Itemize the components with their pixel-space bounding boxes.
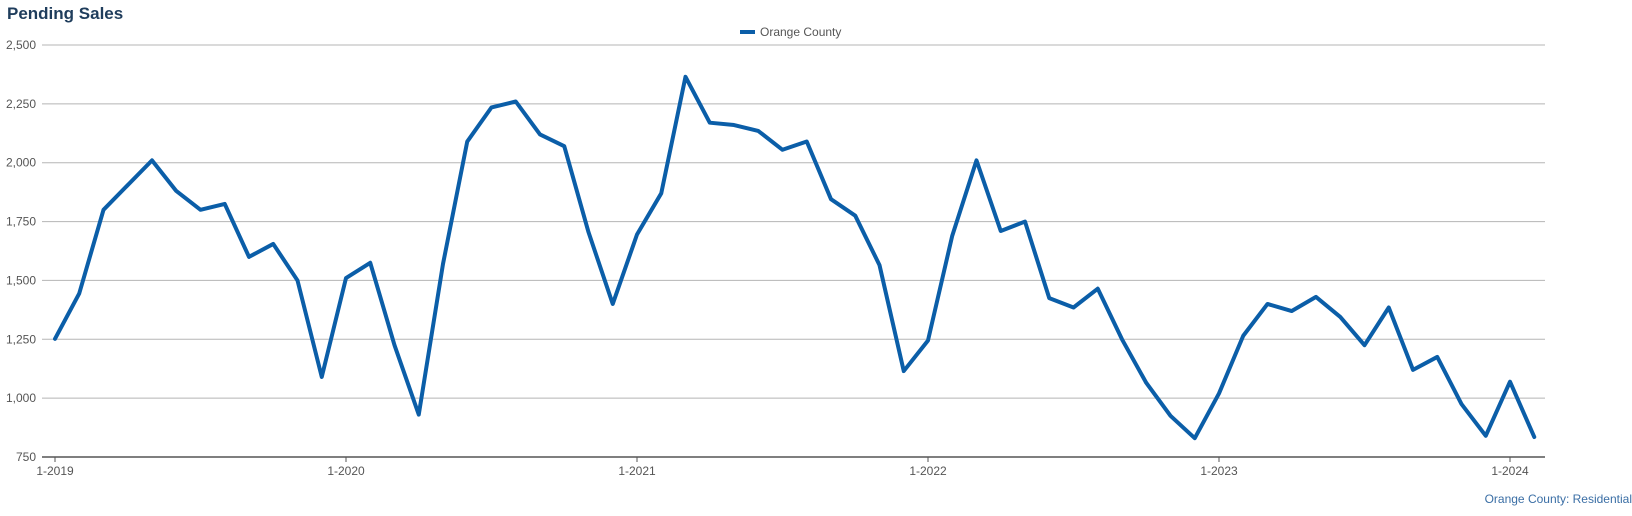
y-tick-labels: 750 1,000 1,250 1,500 1,750 2,000 2,250 2,500 <box>6 38 36 464</box>
legend-label[interactable]: Orange County <box>760 25 841 39</box>
y-tick-label: 2,500 <box>6 38 36 52</box>
axes <box>42 456 1545 462</box>
footer-source-label: Orange County: Residential <box>1484 492 1632 506</box>
y-tick-label: 1,250 <box>6 332 36 346</box>
x-tick-label: 1-2021 <box>618 464 656 478</box>
series-lines <box>53 74 1537 441</box>
legend[interactable]: Orange County <box>740 25 841 39</box>
x-tick-labels: 1-2019 1-2020 1-2021 1-2022 1-2023 1-2024 <box>36 464 1529 478</box>
y-tick-label: 2,000 <box>6 156 36 170</box>
legend-swatch <box>740 30 755 34</box>
y-tick-label: 1,000 <box>6 391 36 405</box>
y-tick-label: 2,250 <box>6 97 36 111</box>
chart-title: Pending Sales <box>7 4 124 23</box>
x-tick-label: 1-2023 <box>1200 464 1238 478</box>
x-tick-label: 1-2019 <box>36 464 74 478</box>
series-line-orange-county <box>53 74 1537 441</box>
y-tick-label: 750 <box>16 450 36 464</box>
x-tick-label: 1-2020 <box>327 464 365 478</box>
x-tick-label: 1-2022 <box>909 464 947 478</box>
x-tick-label: 1-2024 <box>1491 464 1529 478</box>
y-tick-label: 1,500 <box>6 273 36 287</box>
y-tick-label: 1,750 <box>6 215 36 229</box>
gridlines <box>42 44 1545 399</box>
